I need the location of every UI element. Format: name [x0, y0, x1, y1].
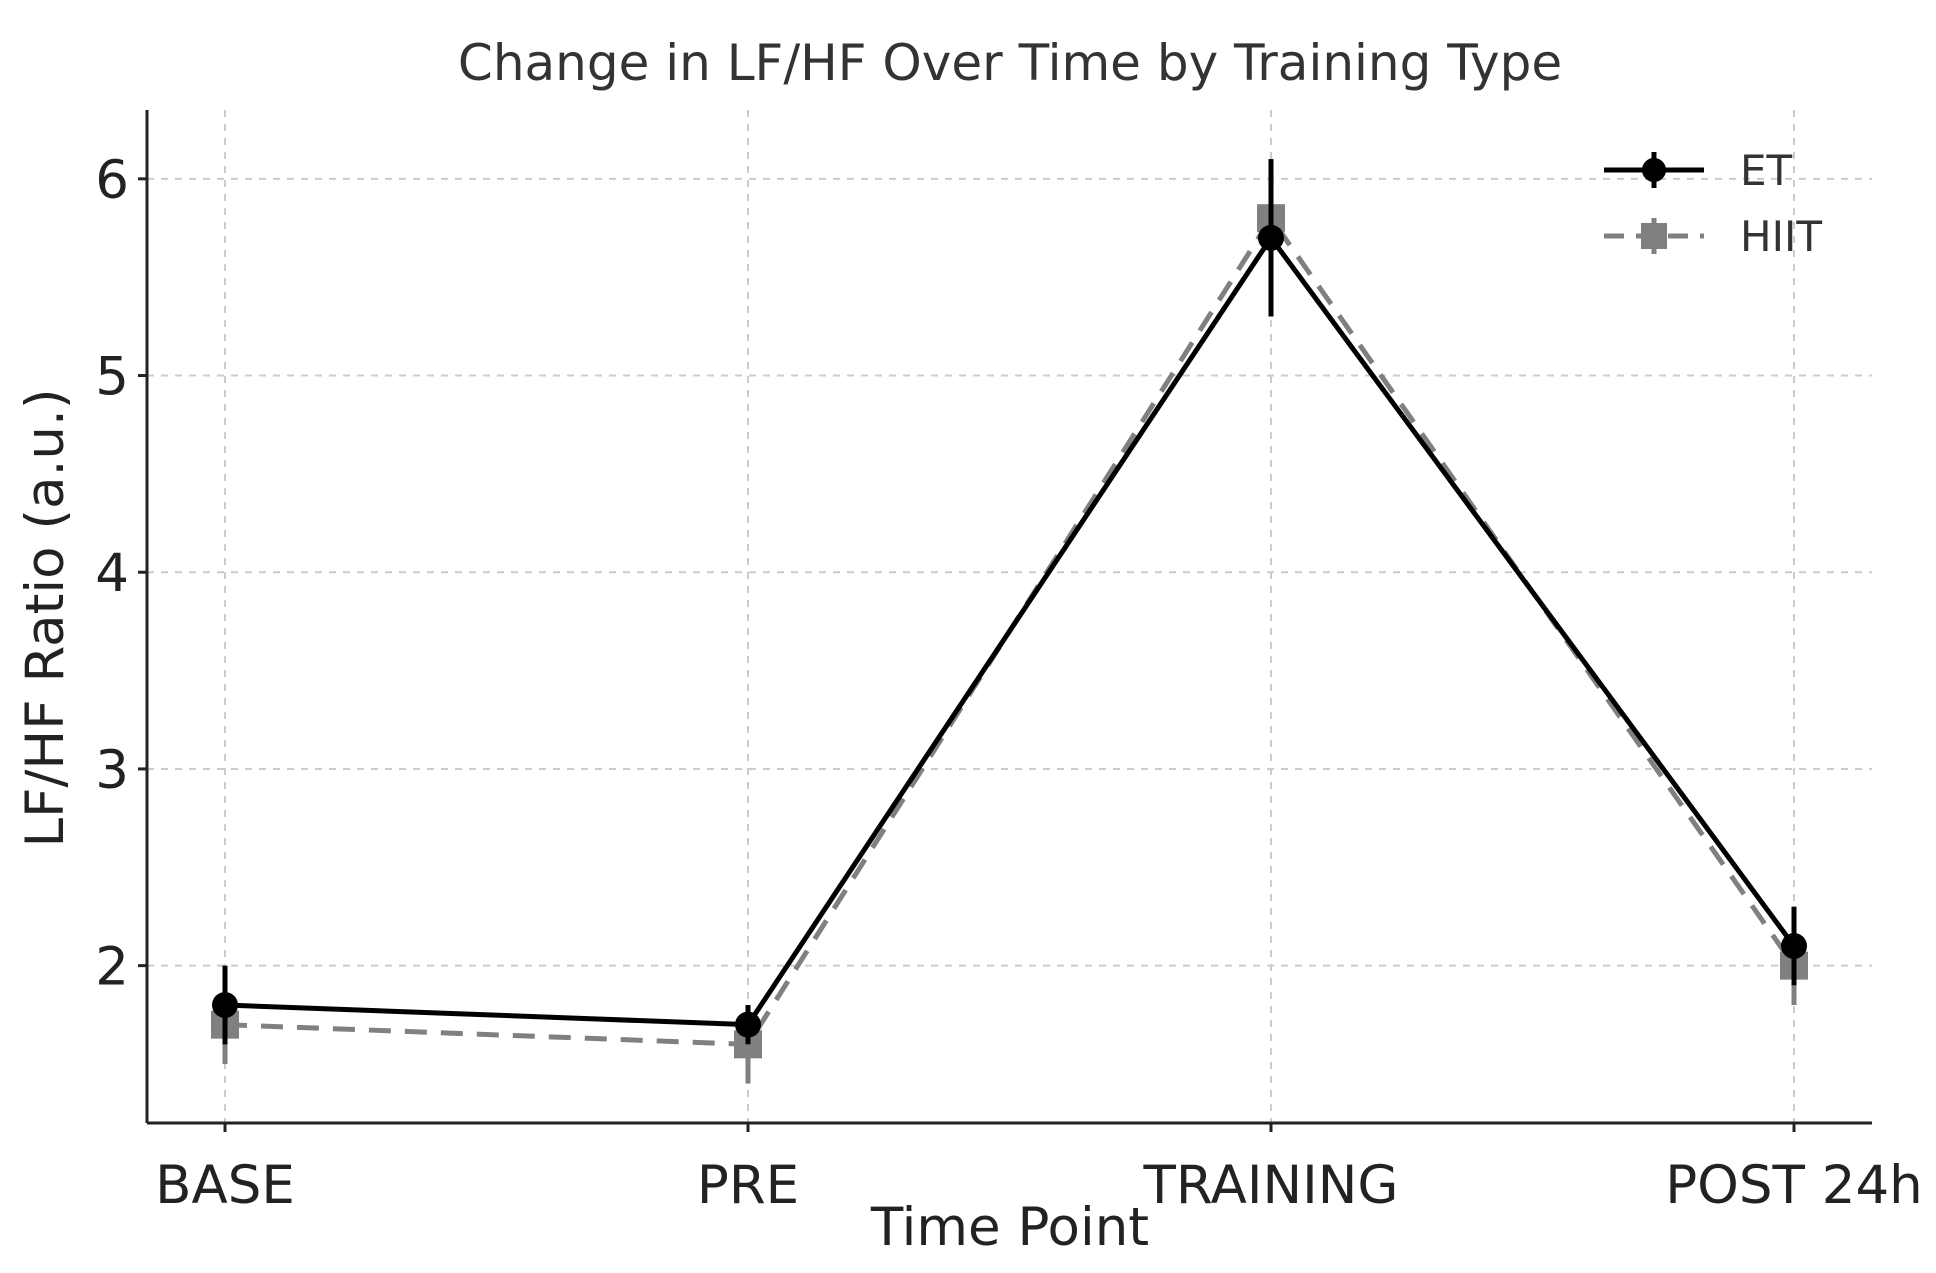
legend-marker-hiit	[1641, 223, 1667, 249]
x-axis-ticks: BASE PRE TRAINING POST 24h	[155, 1123, 1923, 1216]
y-tick-label: 2	[95, 937, 129, 998]
y-tick-label: 5	[95, 347, 129, 408]
y-tick-label: 3	[95, 740, 129, 801]
y-axis-label: LF/HF Ratio (a.u.)	[15, 388, 76, 847]
x-tick-label: POST 24h	[1665, 1155, 1923, 1216]
legend-label-hiit: HIIT	[1740, 212, 1822, 261]
legend-marker-et	[1642, 158, 1666, 182]
y-tick-label: 6	[95, 150, 129, 211]
chart-title: Change in LF/HF Over Time by Training Ty…	[458, 34, 1562, 92]
x-tick-label: TRAINING	[1143, 1155, 1399, 1216]
series-line-et	[224, 235, 1797, 1028]
series-hiit	[211, 159, 1808, 1084]
data-point-et	[735, 1011, 761, 1038]
x-tick-label: BASE	[155, 1155, 295, 1216]
legend-item-hiit: HIIT	[1604, 212, 1822, 261]
x-tick-label: PRE	[697, 1155, 799, 1216]
legend-label-et: ET	[1740, 146, 1793, 195]
legend-item-et: ET	[1604, 146, 1793, 195]
series-layer	[211, 159, 1808, 1084]
x-axis-label: Time Point	[870, 1197, 1149, 1258]
data-point-et	[1781, 932, 1807, 959]
data-point-et	[1258, 224, 1284, 251]
data-point-et	[212, 991, 238, 1018]
grid	[147, 110, 1872, 1123]
y-tick-label: 4	[95, 543, 129, 604]
y-axis-ticks: 2 3 4 5 6	[95, 150, 147, 998]
series-et	[212, 159, 1807, 1045]
legend: ET HIIT	[1604, 146, 1822, 261]
